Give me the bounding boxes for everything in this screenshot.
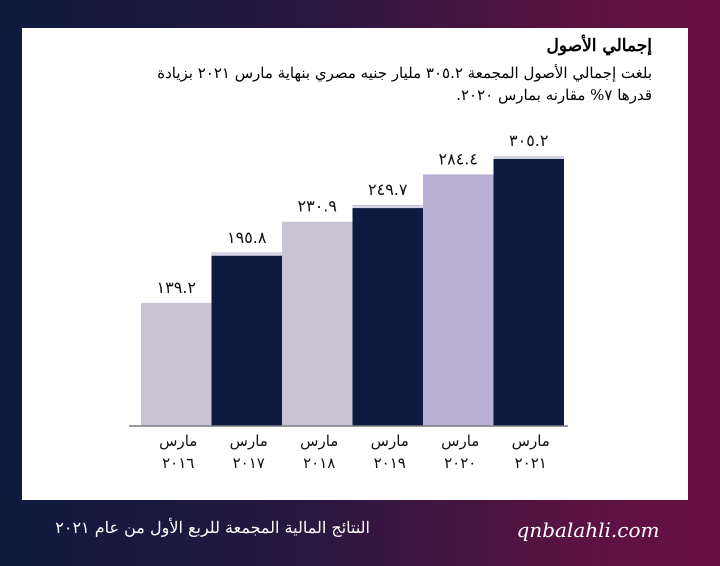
chart-panel: إجمالي الأصول بلغت إجمالي الأصول المجمعة… <box>22 28 688 500</box>
chart-subtitle: بلغت إجمالي الأصول المجمعة ٣٠٥.٢ مليار ج… <box>157 64 652 104</box>
x-tick-label-3-0: مارس <box>371 432 409 450</box>
x-tick-label-0-0: مارس <box>159 432 197 450</box>
bar-0 <box>141 302 212 426</box>
bar-chart: ١٣٩.٢ مارس ٢٠١٦ ١٩٥.٨ مارس ٢٠١٧ ٢٣٠.٩ مارس ٢٠١٨ ٢… <box>129 131 568 472</box>
x-tick-label-1-1: ٢٠١٧ <box>233 454 265 472</box>
x-tick-label-0-1: ٢٠١٦ <box>162 454 194 472</box>
x-tick-label-3-1: ٢٠١٩ <box>374 454 406 472</box>
footer-caption: النتائج المالية المجمعة للربع الأول من ع… <box>55 518 370 537</box>
data-label-3: ٢٤٩.٧ <box>368 180 408 199</box>
x-tick-label-2-0: مارس <box>300 432 338 450</box>
x-tick-label-4-0: مارس <box>441 432 479 450</box>
x-tick-label-2-1: ٢٠١٨ <box>303 454 335 472</box>
data-label-1: ١٩٥.٨ <box>227 228 267 247</box>
bar-highlight-3 <box>352 205 423 209</box>
bar-1 <box>211 252 282 426</box>
bar-4 <box>423 174 494 426</box>
bar-2 <box>282 221 353 426</box>
x-tick-label-5-0: مارس <box>512 432 550 450</box>
x-tick-label-1-0: مارس <box>230 432 268 450</box>
bar-5 <box>493 156 564 426</box>
bar-3 <box>352 205 423 426</box>
data-label-2: ٢٣٠.٩ <box>298 197 337 216</box>
data-label-0: ١٣٩.٢ <box>157 278 196 297</box>
x-tick-label-4-1: ٢٠٢٠ <box>444 454 476 472</box>
bar-highlight-5 <box>493 156 564 159</box>
chart-title: إجمالي الأصول <box>546 36 653 56</box>
data-label-4: ٢٨٤.٤ <box>439 149 478 168</box>
website-url: qnbalahli.com <box>516 518 660 542</box>
x-tick-label-5-1: ٢٠٢١ <box>515 454 547 472</box>
bar-highlight-1 <box>211 252 282 256</box>
data-label-5: ٣٠٥.٢ <box>509 131 548 150</box>
